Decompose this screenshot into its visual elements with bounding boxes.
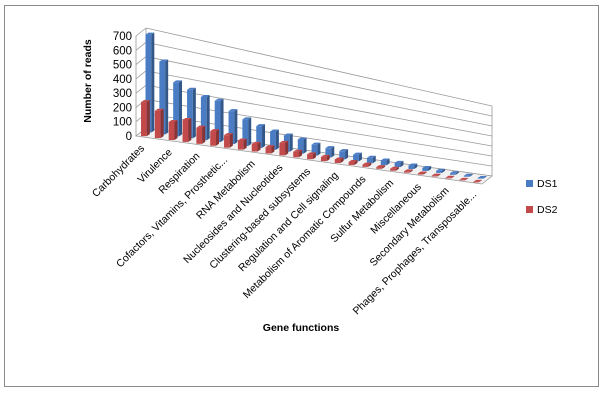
bar-ds2 <box>210 129 220 146</box>
y-tick-label: 300 <box>113 88 132 100</box>
bar-ds2 <box>279 140 289 156</box>
y-tick-label: 200 <box>113 102 132 114</box>
bars-group <box>141 32 487 183</box>
grid-line <box>145 70 493 137</box>
bar-ds1 <box>449 171 459 175</box>
y-tick-label: 500 <box>113 60 132 72</box>
chart-frame: 0 100 200 300 400 500 600 700 Carbohydrates Viru… <box>4 5 599 387</box>
bar-ds1 <box>408 163 418 170</box>
bar-ds1 <box>159 59 169 135</box>
bar-ds2 <box>293 149 303 158</box>
bar-ds2 <box>320 154 330 162</box>
bar-ds1 <box>311 142 321 156</box>
bar-ds2 <box>141 100 150 137</box>
bar-ds1 <box>422 165 432 171</box>
bar-ds1 <box>173 80 183 137</box>
legend: DS1 DS2 <box>526 178 558 216</box>
bar-ds2 <box>224 133 233 148</box>
grid-line <box>145 41 493 117</box>
y-tick-label: 0 <box>126 131 132 143</box>
y-tick-label: 400 <box>113 74 132 86</box>
grid-line <box>145 56 493 127</box>
side-grid-line <box>135 84 147 94</box>
bar-ds2 <box>348 160 358 165</box>
side-grid-line <box>135 41 147 51</box>
bar-ds1 <box>297 137 307 154</box>
side-grid-line <box>135 70 147 80</box>
bar-ds2 <box>403 169 413 173</box>
legend-label: DS2 <box>537 204 558 216</box>
y-axis-title: Number of reads <box>82 39 94 123</box>
bar-ds2 <box>196 125 206 144</box>
bar-ds1 <box>339 149 349 160</box>
bar-ds2 <box>431 173 441 177</box>
bar-ds1 <box>256 124 266 148</box>
legend-swatch <box>526 206 533 213</box>
bar-ds1 <box>353 152 362 162</box>
legend-swatch <box>526 180 533 187</box>
grid-line <box>145 27 493 107</box>
bar-ds2 <box>168 119 178 140</box>
bar-ds2 <box>417 171 427 175</box>
bar-ds1 <box>325 146 335 158</box>
side-grid-line <box>135 27 147 37</box>
bar-ds1 <box>380 158 390 166</box>
x-axis-title: Gene functions <box>263 322 340 334</box>
bar-ds1 <box>463 173 473 177</box>
y-tick-labels: 0 100 200 300 400 500 600 700 <box>113 31 132 143</box>
bar-ds1 <box>214 98 224 143</box>
bar-ds2 <box>445 175 455 179</box>
bar-ds1 <box>394 160 404 168</box>
bar-ds2 <box>265 145 275 154</box>
bar-ds1 <box>477 176 487 179</box>
y-tick-label: 100 <box>113 117 132 129</box>
bar-ds2 <box>390 166 399 171</box>
bar-ds2 <box>362 162 372 167</box>
bar-ds1 <box>270 129 279 150</box>
bar-ds1 <box>436 168 445 173</box>
bar-ds1 <box>145 32 155 133</box>
bar-ds2 <box>307 152 316 160</box>
bar-ds1 <box>187 87 196 139</box>
bar-ds2 <box>154 108 164 139</box>
bar-ds2 <box>376 165 386 169</box>
y-tick-label: 600 <box>113 45 132 57</box>
x-category-label: Carbohydrates <box>90 143 147 200</box>
bar-ds2 <box>251 141 261 152</box>
bar-ds2 <box>182 118 192 142</box>
bar-ds2 <box>237 138 247 150</box>
side-grid-line <box>135 56 147 65</box>
bar-ds2 <box>459 177 469 181</box>
bar-ds1 <box>200 94 210 141</box>
bar-ds1 <box>228 109 238 145</box>
bar-ds1 <box>366 155 376 164</box>
bar-ds2 <box>473 179 482 183</box>
y-tick-label: 700 <box>113 31 132 43</box>
bar-ds2 <box>334 157 344 164</box>
legend-label: DS1 <box>537 178 558 190</box>
bar-ds1 <box>242 117 252 146</box>
